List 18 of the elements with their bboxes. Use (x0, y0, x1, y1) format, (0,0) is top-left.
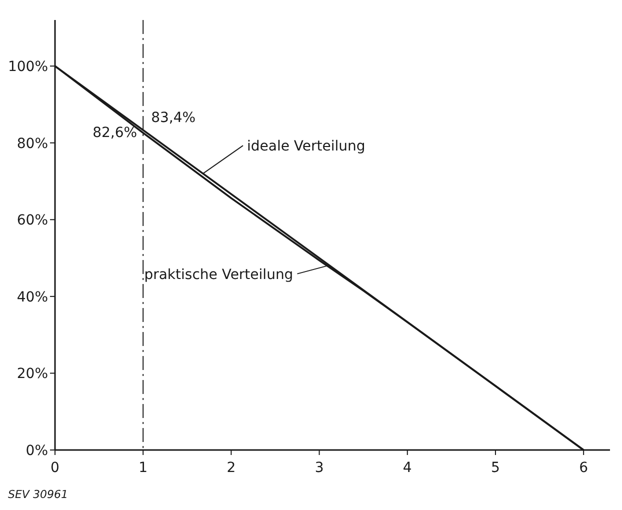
y-tick-label: 100% (8, 59, 48, 76)
legend-label: praktische Verteilung (144, 266, 294, 283)
x-tick-label: 2 (226, 460, 236, 476)
x-tick-label: 1 (138, 460, 148, 476)
text: ideale Verteilung (247, 138, 366, 155)
annotation: 83,4% (151, 110, 196, 126)
y-tick-label: 0% (26, 443, 48, 459)
y-tick-label: 80% (16, 136, 48, 152)
annotation: 82,6% (92, 124, 138, 141)
y-tick-label: 40% (16, 289, 48, 306)
x-tick-label: 3 (314, 460, 324, 476)
x-tick-label: 6 (579, 460, 588, 476)
x-tick-label: 0 (50, 460, 60, 476)
x-tick-label: 5 (491, 460, 500, 476)
y-tick-label: 20% (16, 366, 48, 382)
text: SEV 30961 (8, 488, 68, 501)
x-tick-label: 4 (402, 460, 412, 476)
y-tick-label: 60% (16, 212, 48, 229)
